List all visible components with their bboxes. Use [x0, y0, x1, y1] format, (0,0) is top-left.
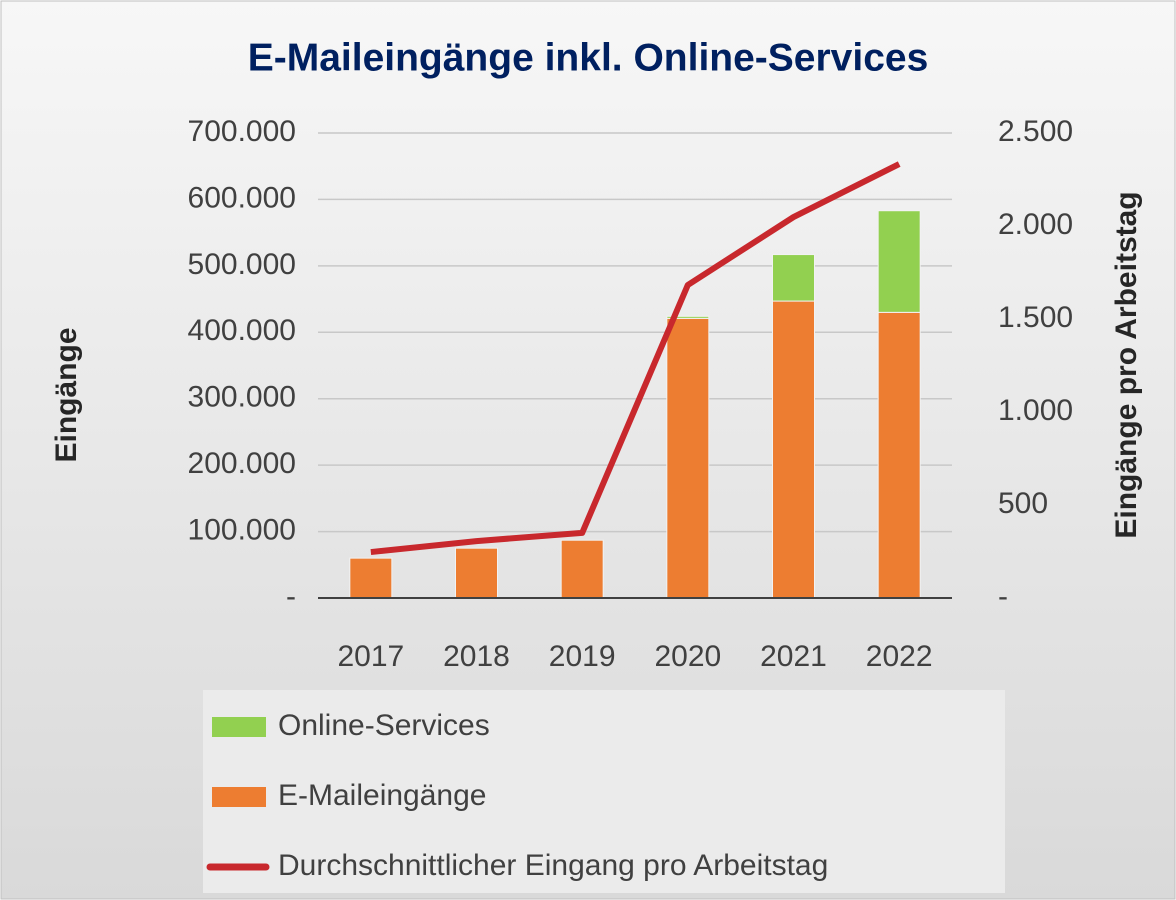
y2-tick-label: 1.500 [998, 301, 1073, 334]
y-tick-label: 500.000 [188, 248, 296, 281]
bar [349, 557, 393, 599]
y2-axis-label: Eingänge pro Arbeitstag [1110, 191, 1143, 538]
legend-label: Durchschnittlicher Eingang pro Arbeitsta… [278, 849, 828, 882]
y-tick-label: 100.000 [188, 513, 296, 546]
y-tick-label: 300.000 [188, 381, 296, 414]
bar [772, 254, 815, 302]
x-tick-label: 2022 [866, 640, 933, 673]
x-tick-label: 2021 [760, 640, 827, 673]
bar [877, 210, 921, 313]
bar [877, 311, 921, 599]
y-tick-label: 600.000 [188, 181, 296, 214]
x-tick-label: 2017 [337, 640, 404, 673]
bar [772, 300, 815, 599]
x-tick-label: 2020 [654, 640, 721, 673]
chart-title: E-Maileingänge inkl. Online-Services [248, 36, 929, 79]
line [370, 161, 901, 556]
bar [666, 317, 710, 599]
y-axis-label: Eingänge [50, 327, 83, 462]
y2-tick-label: - [998, 580, 1008, 613]
y2-tick-label: 1.000 [998, 394, 1073, 427]
y-tick-label: - [286, 580, 296, 613]
y-tick-label: 400.000 [188, 314, 296, 347]
bar [455, 547, 498, 599]
legend-label: E-Maileingänge [278, 779, 486, 812]
legend-box [203, 690, 1005, 893]
y2-tick-label: 2.000 [998, 208, 1073, 241]
y2-tick-label: 500 [998, 487, 1048, 520]
bar [560, 539, 604, 599]
bar [666, 315, 710, 319]
legend-swatch [212, 717, 266, 737]
legend-label: Online-Services [278, 709, 490, 742]
y-tick-label: 200.000 [188, 447, 296, 480]
x-tick-label: 2018 [443, 640, 510, 673]
x-tick-label: 2019 [549, 640, 616, 673]
y2-tick-label: 2.500 [998, 115, 1073, 148]
legend-swatch [212, 787, 266, 807]
y-tick-label: 700.000 [188, 115, 296, 148]
